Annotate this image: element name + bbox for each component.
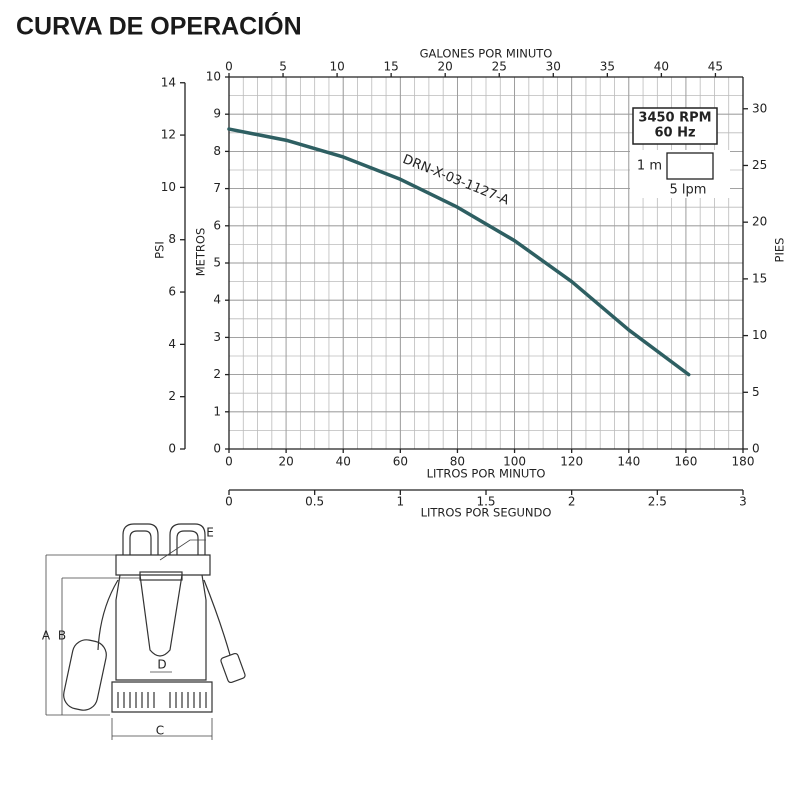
x-tick-label: 0 <box>225 455 233 469</box>
x-tick-label: 140 <box>617 455 640 469</box>
x2-tick-label: 10 <box>329 60 344 74</box>
x3-tick-label: 0.5 <box>305 495 324 509</box>
y-tick-label: 5 <box>213 256 221 270</box>
x2-axis-title: GALONES POR MINUTO <box>420 47 553 61</box>
speed-label: 3450 RPM <box>638 111 711 126</box>
y2-axis-title: PIES <box>773 238 787 263</box>
y-tick-label: 9 <box>213 107 221 121</box>
y3-tick-label: 10 <box>161 180 176 194</box>
y2-tick-label: 30 <box>752 101 767 115</box>
dim-label: E <box>206 526 214 540</box>
curve <box>227 127 691 377</box>
y3-tick-label: 0 <box>168 442 176 456</box>
y2-tick-label: 10 <box>752 328 767 342</box>
curve-label: DRN-X-03-1127-A <box>400 152 511 208</box>
dim-label: D <box>157 658 166 672</box>
x2-tick-label: 45 <box>708 60 723 74</box>
frequency-label: 60 Hz <box>654 126 695 141</box>
y2-tick-label: 25 <box>752 158 767 172</box>
x3-axis-title: LITROS POR SEGUNDO <box>421 506 552 520</box>
scale-box <box>666 152 714 180</box>
y-tick-label: 0 <box>213 442 221 456</box>
x3-tick-label: 2 <box>568 495 576 509</box>
x-tick-label: 180 <box>732 455 755 469</box>
x3-tick-label: 0 <box>225 495 233 509</box>
y2-tick-label: 15 <box>752 271 767 285</box>
y2-tick-label: 0 <box>752 442 760 456</box>
x2-tick-label: 35 <box>600 60 615 74</box>
pump-diagram <box>45 523 246 740</box>
y2-tick-label: 20 <box>752 215 767 229</box>
x2-tick-label: 5 <box>279 60 287 74</box>
x-tick-label: 120 <box>560 455 583 469</box>
y-tick-label: 7 <box>213 181 221 195</box>
x-axis-title: LITROS POR MINUTO <box>427 467 546 481</box>
y-tick-label: 3 <box>213 330 221 344</box>
x2-tick-label: 40 <box>654 60 669 74</box>
speed-box <box>632 107 718 145</box>
y3-tick-label: 2 <box>168 389 176 403</box>
dim-label: C <box>156 724 164 738</box>
x-tick-label: 160 <box>674 455 697 469</box>
scale-x-label: 5 lpm <box>670 183 707 198</box>
x2-tick-label: 20 <box>438 60 453 74</box>
y-axis-title: METROS <box>194 228 208 277</box>
dim-label: B <box>58 629 66 643</box>
x2-tick-label: 30 <box>546 60 561 74</box>
x-tick-label: 20 <box>278 455 293 469</box>
y3-tick-label: 6 <box>168 285 176 299</box>
x3-tick-label: 1 <box>397 495 405 509</box>
x2-tick-label: 0 <box>225 60 233 74</box>
y-tick-label: 2 <box>213 367 221 381</box>
x3-tick-label: 2.5 <box>648 495 667 509</box>
y3-tick-label: 12 <box>161 128 176 142</box>
x-tick-label: 80 <box>450 455 465 469</box>
y-tick-label: 4 <box>213 293 221 307</box>
y2-tick-label: 5 <box>752 385 760 399</box>
y-tick-label: 1 <box>213 404 221 418</box>
y3-axis-title: PSI <box>153 241 167 259</box>
x2-tick-label: 25 <box>492 60 507 74</box>
x-tick-label: 60 <box>393 455 408 469</box>
y3-tick-label: 4 <box>168 337 176 351</box>
x3-tick-label: 1.5 <box>476 495 495 509</box>
x-tick-label: 100 <box>503 455 526 469</box>
chart-title: CURVA DE OPERACIÓN <box>16 11 302 41</box>
dim-label: A <box>42 629 51 643</box>
y3-tick-label: 8 <box>168 232 176 246</box>
x3-tick-label: 3 <box>739 495 747 509</box>
x-tick-label: 40 <box>336 455 351 469</box>
y-tick-label: 10 <box>206 70 221 84</box>
y3-tick-label: 14 <box>161 75 176 89</box>
scale-y-label: 1 m <box>637 159 662 174</box>
y-tick-label: 6 <box>213 218 221 232</box>
y-tick-label: 8 <box>213 144 221 158</box>
x2-tick-label: 15 <box>384 60 399 74</box>
